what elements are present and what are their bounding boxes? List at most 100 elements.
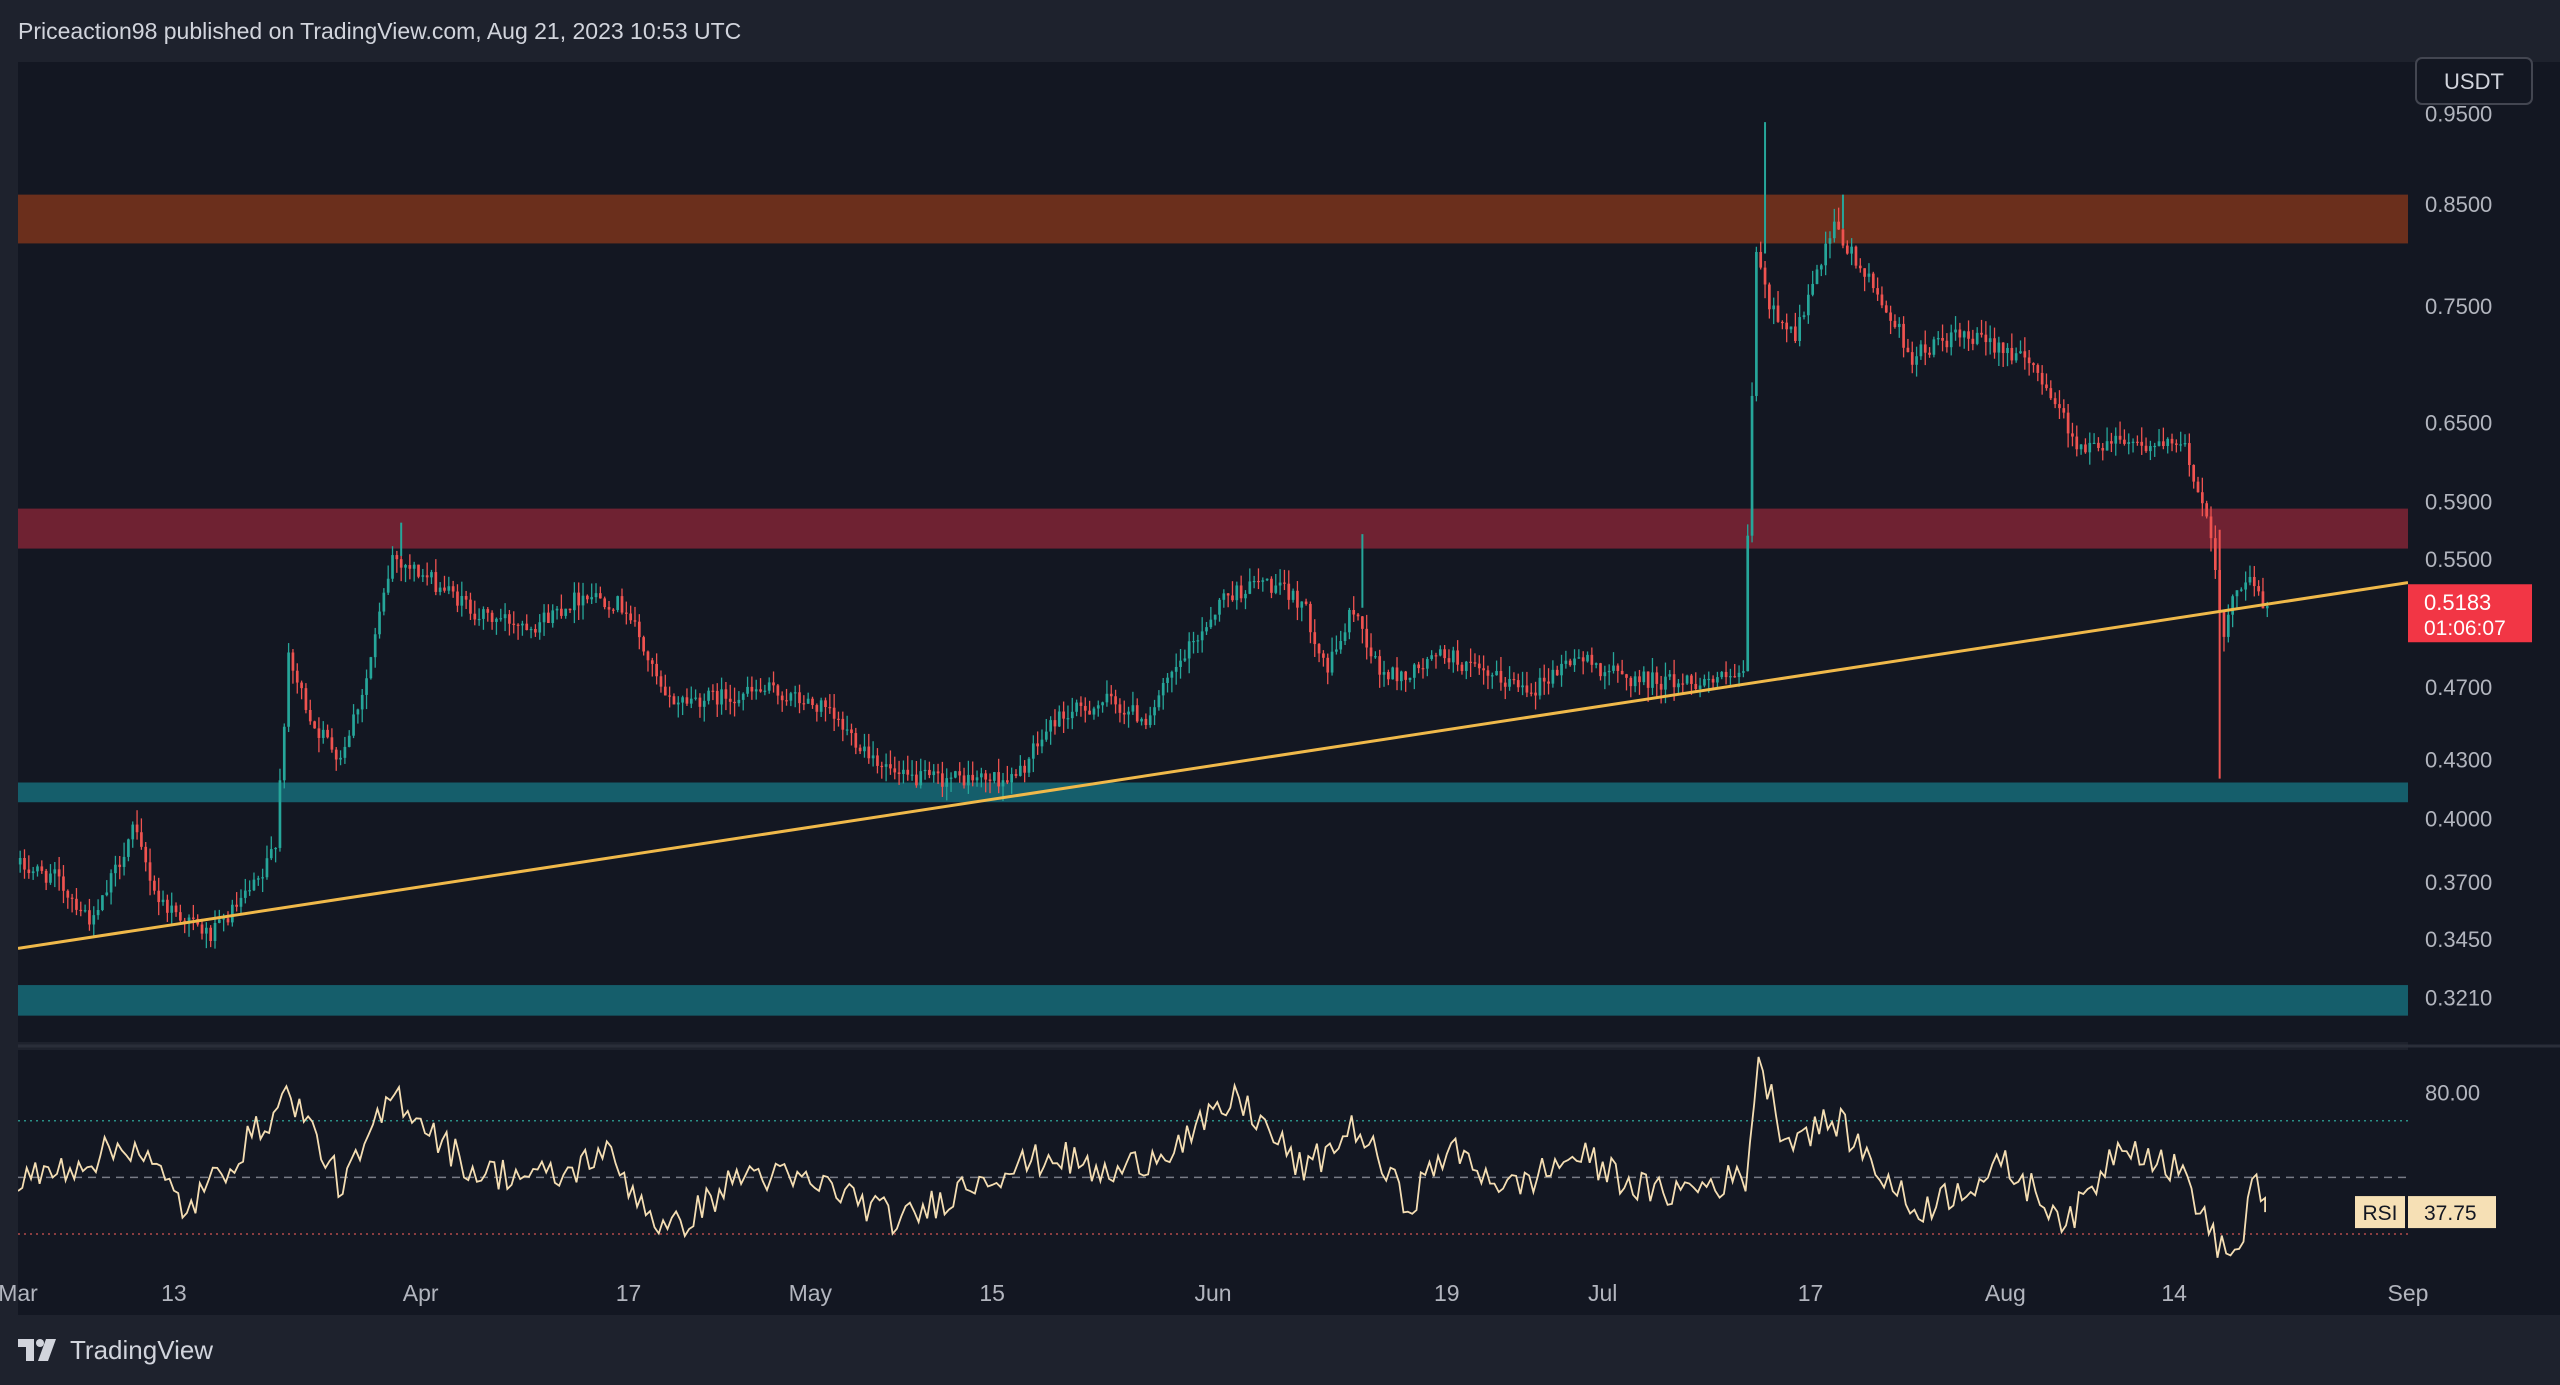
candle-body[interactable] — [66, 890, 70, 898]
candle-body[interactable] — [2032, 363, 2035, 366]
candle-body[interactable] — [105, 892, 109, 896]
candle-body[interactable] — [2157, 441, 2161, 446]
candle-body[interactable] — [1837, 221, 1840, 230]
candle-body[interactable] — [295, 670, 299, 683]
candle-body[interactable] — [1170, 671, 1174, 678]
candle-body[interactable] — [334, 749, 338, 760]
candle-body[interactable] — [1114, 696, 1117, 705]
candle-body[interactable] — [1257, 580, 1260, 583]
candle-body[interactable] — [1858, 265, 1862, 269]
candle-body[interactable] — [482, 609, 485, 619]
candle-body[interactable] — [1438, 649, 1442, 656]
candle-body[interactable] — [1750, 395, 1754, 536]
candle-body[interactable] — [594, 593, 598, 598]
candle-body[interactable] — [2062, 408, 2066, 413]
candle-body[interactable] — [131, 824, 135, 840]
candle-body[interactable] — [893, 768, 897, 773]
candle-body[interactable] — [776, 685, 780, 696]
candle-body[interactable] — [2053, 398, 2057, 405]
candle-body[interactable] — [1196, 640, 1200, 642]
candle-body[interactable] — [451, 586, 455, 592]
candle-body[interactable] — [1378, 656, 1382, 675]
candle-body[interactable] — [1040, 739, 1044, 747]
candle-body[interactable] — [815, 705, 819, 712]
candle-body[interactable] — [1607, 670, 1611, 673]
candle-body[interactable] — [1638, 676, 1641, 683]
candle-body[interactable] — [659, 676, 663, 687]
candle-body[interactable] — [746, 686, 749, 694]
candle-body[interactable] — [560, 608, 563, 616]
candle-body[interactable] — [2027, 357, 2031, 364]
candle-body[interactable] — [980, 773, 983, 778]
candle-body[interactable] — [2239, 589, 2243, 591]
candle-body[interactable] — [1612, 665, 1615, 671]
zone-resistance-major[interactable] — [18, 194, 2408, 244]
candle-body[interactable] — [2175, 443, 2178, 445]
candle-body[interactable] — [209, 927, 213, 941]
candle-body[interactable] — [1568, 660, 1572, 666]
candle-body[interactable] — [1794, 326, 1797, 341]
candle-body[interactable] — [2188, 443, 2191, 466]
candle-body[interactable] — [83, 910, 87, 912]
candle-body[interactable] — [750, 686, 754, 692]
candle-body[interactable] — [269, 849, 273, 859]
candle-body[interactable] — [854, 733, 858, 748]
candle-body[interactable] — [2149, 446, 2152, 452]
candle-body[interactable] — [1187, 641, 1191, 659]
candle-body[interactable] — [417, 564, 420, 577]
rsi-value-tag[interactable]: 37.75 — [2408, 1196, 2496, 1229]
candle-body[interactable] — [222, 918, 226, 920]
candle-body[interactable] — [785, 700, 788, 702]
candle-body[interactable] — [1274, 585, 1278, 593]
candle-body[interactable] — [352, 714, 355, 736]
candle-body[interactable] — [1889, 312, 1892, 321]
candle-body[interactable] — [135, 824, 139, 833]
candle-body[interactable] — [1140, 718, 1143, 722]
candle-body[interactable] — [624, 612, 628, 614]
candle-body[interactable] — [2101, 447, 2105, 451]
candle-body[interactable] — [1049, 720, 1052, 732]
candle-body[interactable] — [910, 774, 914, 776]
candle-body[interactable] — [1174, 666, 1178, 672]
candle-body[interactable] — [235, 904, 238, 907]
candle-body[interactable] — [1547, 681, 1550, 684]
candle-body[interactable] — [1001, 780, 1005, 787]
candle-body[interactable] — [1586, 654, 1589, 662]
candle-body[interactable] — [1655, 672, 1659, 684]
candle-body[interactable] — [1421, 668, 1425, 670]
candle-body[interactable] — [109, 873, 113, 893]
candle-body[interactable] — [737, 699, 741, 704]
candle-body[interactable] — [694, 697, 697, 699]
candle-body[interactable] — [2252, 576, 2256, 587]
candle-body[interactable] — [1971, 338, 1975, 344]
candle-body[interactable] — [2131, 441, 2135, 443]
candle-body[interactable] — [490, 612, 494, 622]
candle-body[interactable] — [174, 905, 178, 913]
candle-body[interactable] — [1010, 774, 1014, 783]
candle-body[interactable] — [967, 774, 970, 786]
candle-body[interactable] — [1109, 693, 1113, 697]
candle-body[interactable] — [802, 703, 806, 705]
candle-body[interactable] — [1209, 619, 1213, 628]
candle-body[interactable] — [1404, 671, 1408, 680]
candle-body[interactable] — [317, 728, 321, 738]
candle-body[interactable] — [962, 775, 966, 786]
candle-body[interactable] — [1581, 657, 1585, 662]
candle-body[interactable] — [356, 709, 360, 715]
candle-body[interactable] — [902, 769, 905, 774]
candle-body[interactable] — [1850, 246, 1853, 254]
candle-body[interactable] — [884, 764, 888, 767]
candle-body[interactable] — [157, 890, 161, 903]
candle-body[interactable] — [304, 688, 308, 710]
candle-body[interactable] — [542, 612, 546, 623]
candle-body[interactable] — [1854, 246, 1858, 266]
candle-body[interactable] — [391, 555, 394, 579]
candle-body[interactable] — [702, 700, 706, 707]
candle-body[interactable] — [1490, 675, 1494, 677]
candle-body[interactable] — [1781, 321, 1784, 324]
candle-body[interactable] — [300, 682, 303, 689]
candle-body[interactable] — [1326, 657, 1330, 673]
candle-body[interactable] — [1763, 267, 1767, 285]
candle-body[interactable] — [581, 595, 585, 606]
candle-body[interactable] — [1079, 702, 1083, 706]
